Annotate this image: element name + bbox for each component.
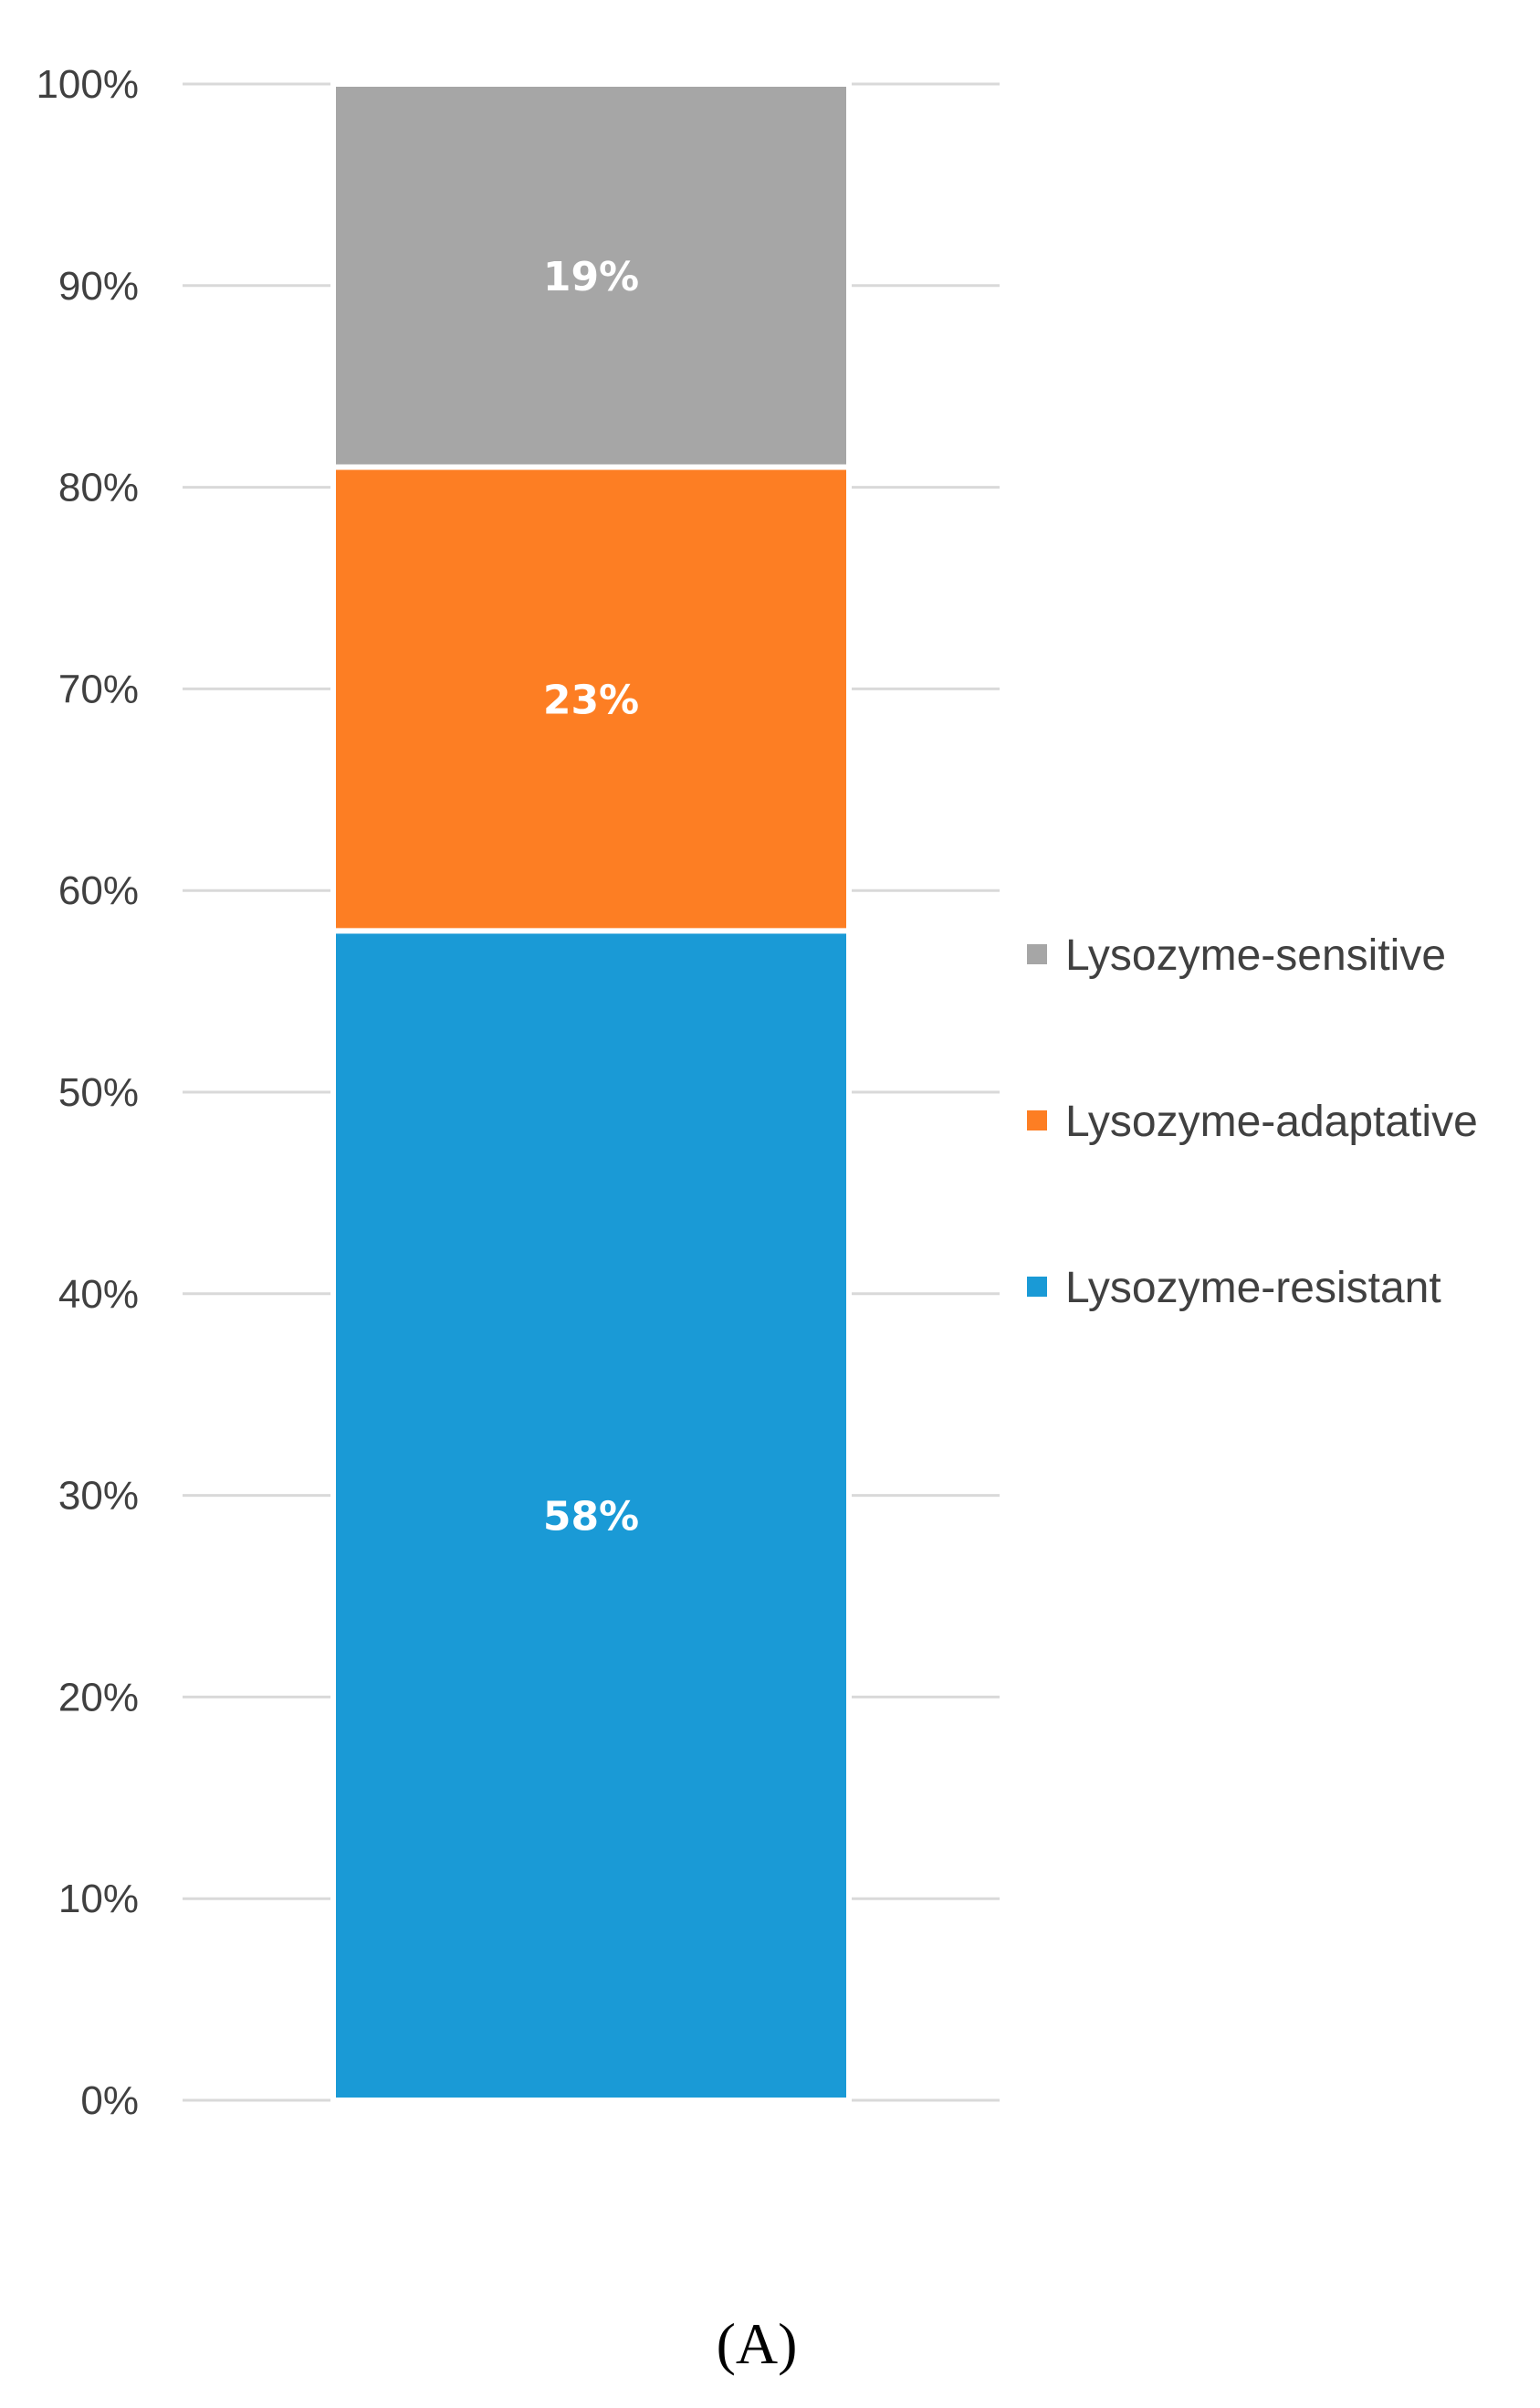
y-tick-label: 10% [58,1877,139,1921]
y-tick-label: 100% [36,62,139,107]
legend-label-lysozyme-resistant: Lysozyme-resistant [1065,1264,1441,1312]
y-tick-label: 20% [58,1675,139,1719]
data-label-lysozyme-sensitive: 19% [543,254,639,300]
y-tick-label: 30% [58,1474,139,1519]
y-tick-label: 50% [58,1070,139,1115]
data-label-lysozyme-resistant: 58% [543,1494,639,1540]
y-tick-label: 40% [58,1272,139,1317]
legend: Lysozyme-sensitive Lysozyme-adaptative Lys… [1027,931,1478,1312]
panel-label: (A) [717,2311,798,2376]
data-label-lysozyme-adaptative: 23% [543,677,639,723]
y-tick-label: 80% [58,466,139,510]
bar-segment-lysozyme-sensitive [330,81,852,470]
bars: 58% 23% 19% [330,81,852,2103]
y-tick-label: 60% [58,868,139,913]
bar-segment-lysozyme-adaptative [330,464,852,934]
legend-swatch-lysozyme-resistant [1027,1277,1047,1297]
legend-label-lysozyme-adaptative: Lysozyme-adaptative [1065,1098,1478,1146]
legend-swatch-lysozyme-sensitive [1027,944,1047,964]
bar-segment-lysozyme-resistant [330,928,852,2103]
y-tick-label: 90% [58,264,139,309]
legend-swatch-lysozyme-adaptative [1027,1110,1047,1130]
y-axis-ticks: 0% 10% 20% 30% 40% 50% 60% 70% 80% 90% 100% [36,62,139,2123]
y-tick-label: 0% [80,2078,139,2123]
legend-label-lysozyme-sensitive: Lysozyme-sensitive [1065,931,1446,980]
y-tick-label: 70% [58,667,139,711]
